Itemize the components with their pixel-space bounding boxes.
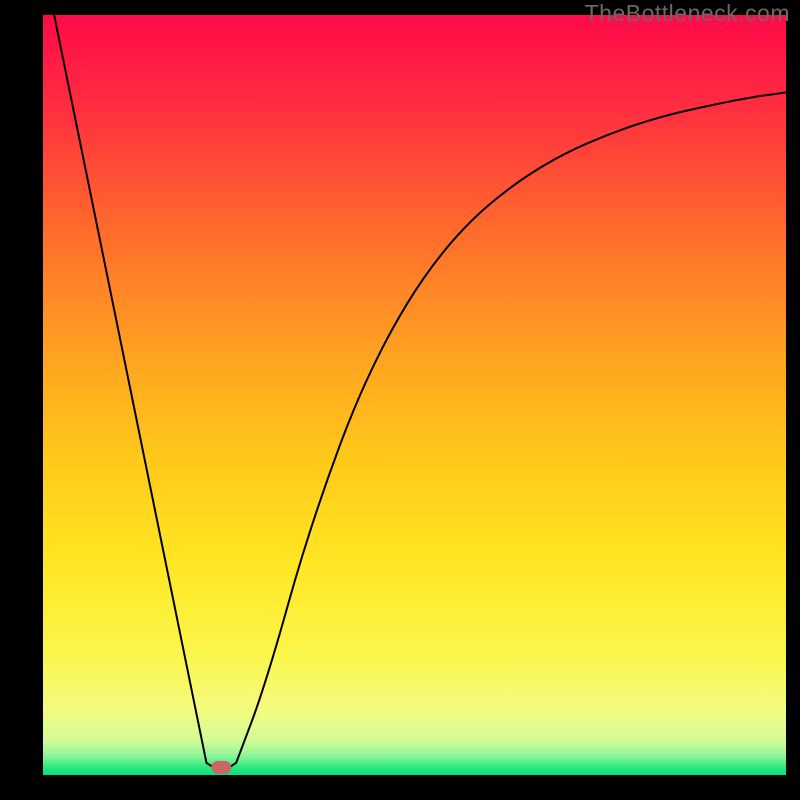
watermark-text: TheBottleneck.com: [585, 0, 790, 27]
gradient-background: [43, 15, 786, 775]
optimum-marker: [211, 761, 231, 774]
bottleneck-chart: [0, 0, 800, 800]
chart-container: TheBottleneck.com: [0, 0, 800, 800]
